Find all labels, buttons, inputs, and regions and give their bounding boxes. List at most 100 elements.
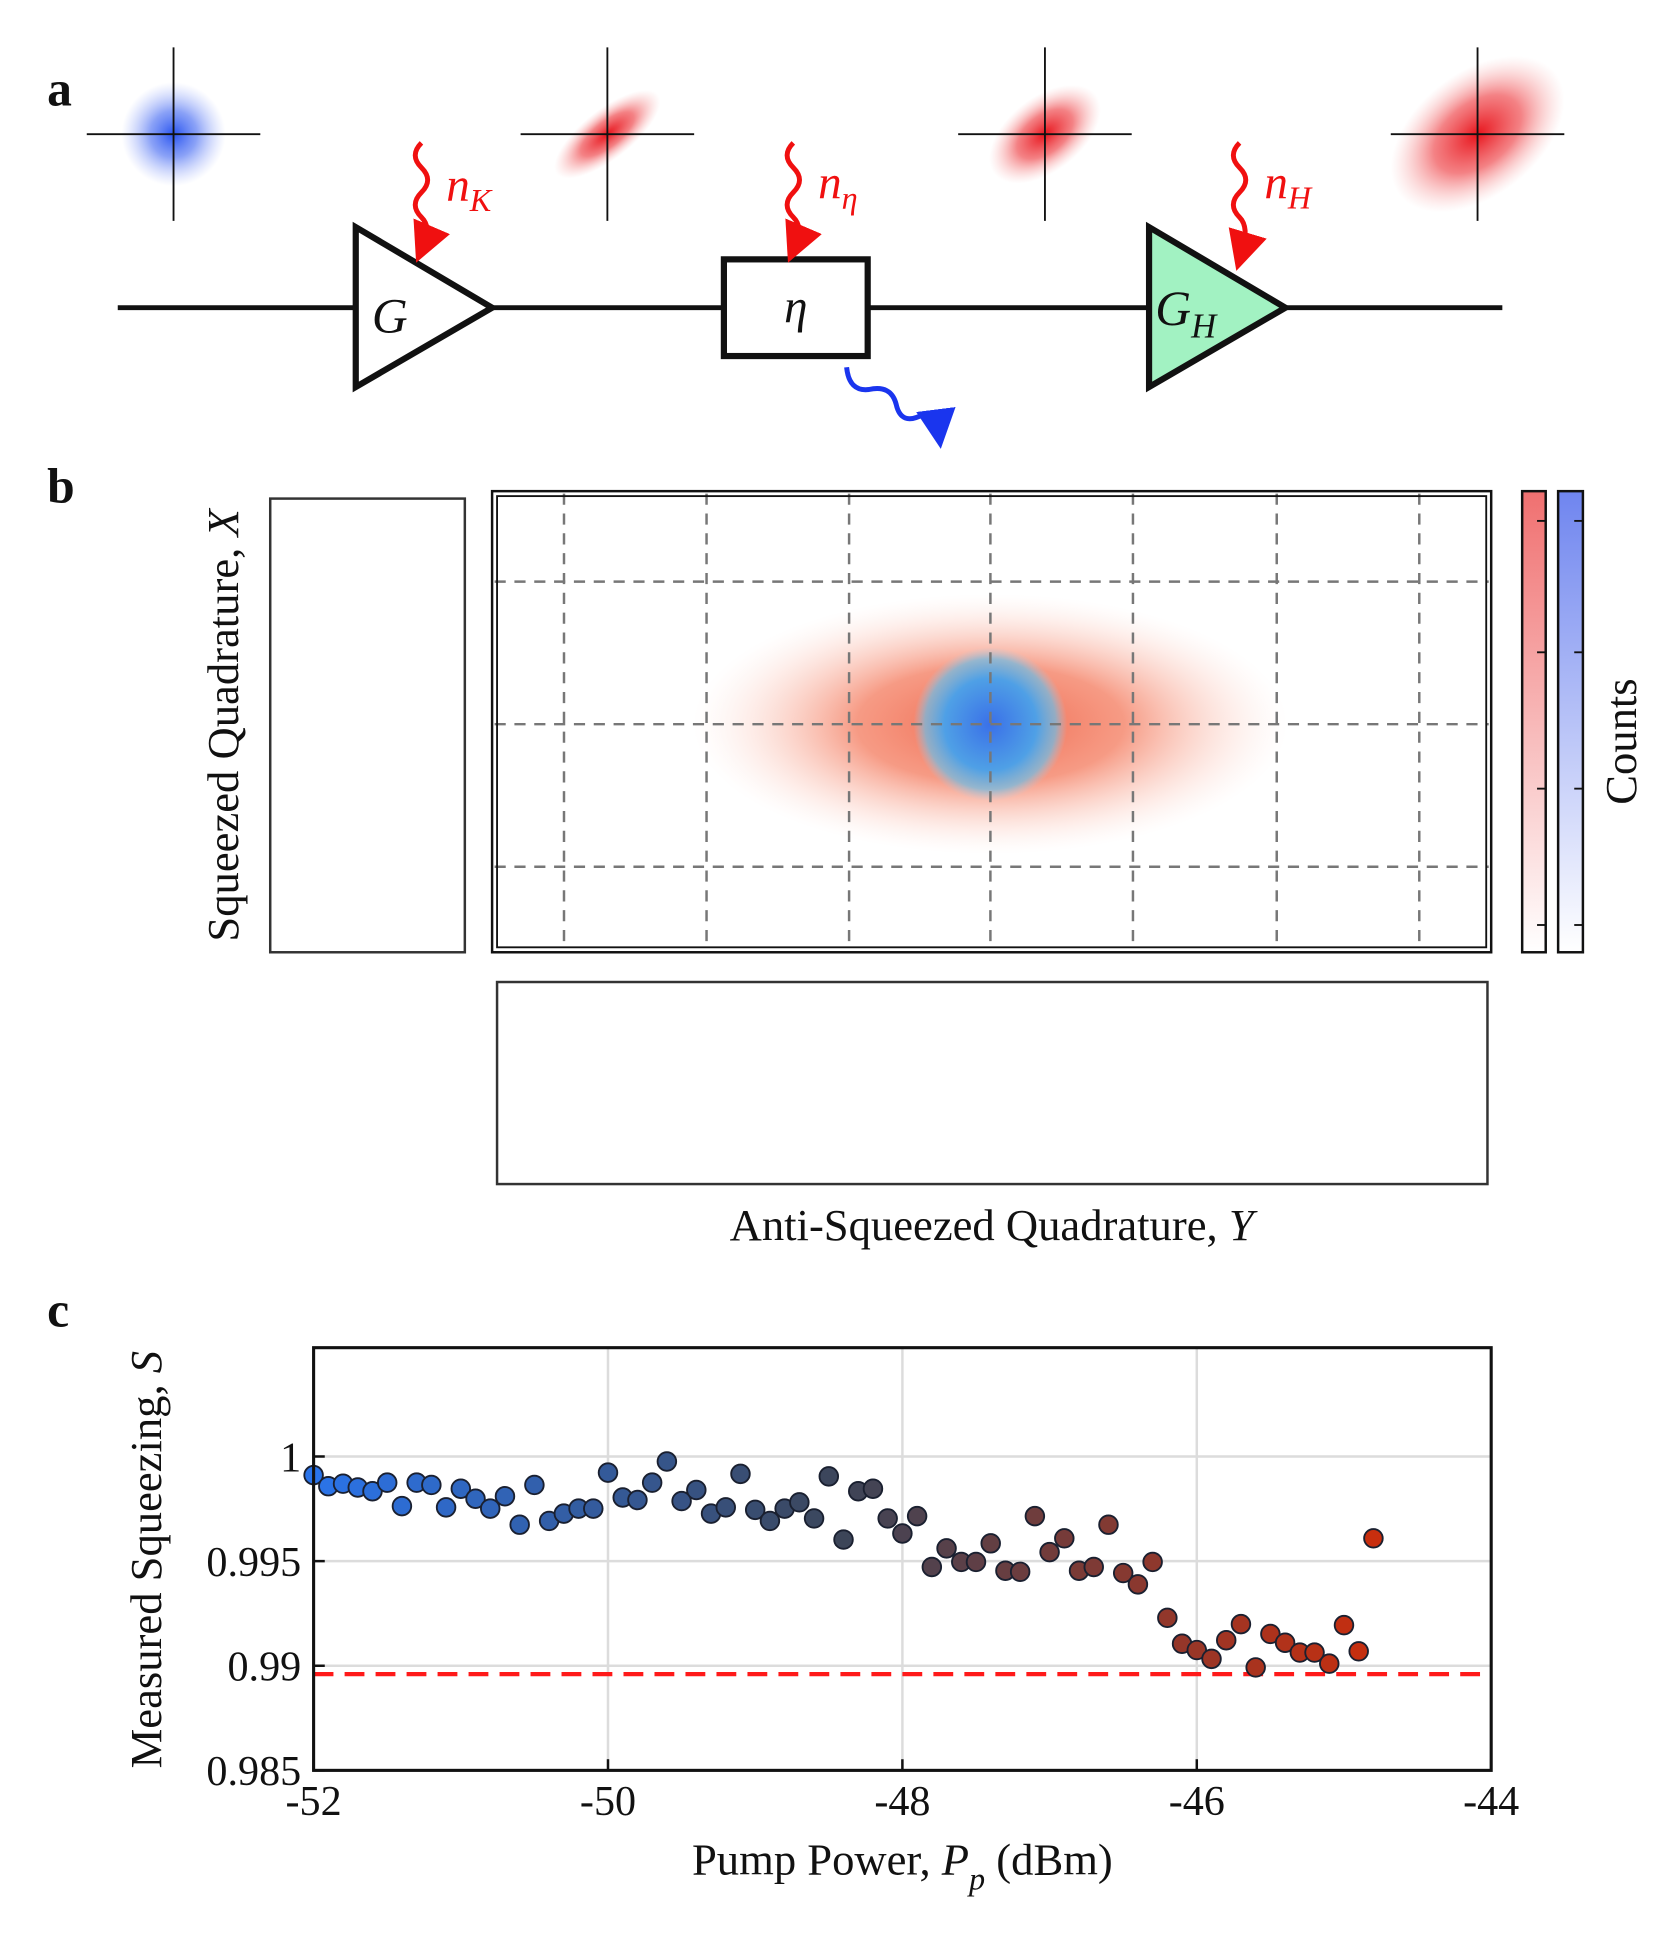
y-tick-label: 0.995 (206, 1539, 301, 1586)
label-sub: p (967, 1860, 985, 1896)
amplifier-label: G (372, 288, 408, 343)
x-axis-label: Pump Power, Pp (dBm) (692, 1834, 1113, 1896)
label-sub: K (469, 182, 493, 218)
y-tick-label: 0.985 (206, 1748, 301, 1795)
crosshairs (86, 47, 1565, 221)
label-text: Anti-Squeezed Quadrature, (730, 1200, 1229, 1250)
label-symbol: Y (1229, 1200, 1258, 1250)
panel-label: b (47, 458, 75, 513)
amplifier-label: GH (1155, 281, 1218, 345)
data-point (936, 1538, 957, 1559)
data-point (465, 1488, 486, 1509)
data-point (1157, 1607, 1178, 1629)
x-tick-label: -52 (286, 1778, 342, 1825)
histogram-frame (496, 495, 1488, 949)
label-sub: η (842, 180, 858, 216)
data-point (1260, 1623, 1281, 1645)
label-base: n (818, 158, 842, 210)
data-point (921, 1556, 943, 1578)
data-point (1098, 1514, 1119, 1535)
data-point (509, 1514, 530, 1535)
data-point (1201, 1648, 1222, 1670)
label-sub: H (1287, 180, 1313, 216)
data-point (376, 1472, 398, 1493)
label-base: G (1155, 281, 1191, 336)
y-tick-label: 0.99 (227, 1644, 301, 1691)
data-point (435, 1497, 457, 1518)
data-point (1333, 1614, 1355, 1636)
data-point (1319, 1653, 1340, 1674)
y-axis-label: Measured Squeezing, S (121, 1351, 171, 1768)
data-point (877, 1508, 898, 1529)
phase-space-states (86, 47, 1565, 221)
x-tick-label: -50 (580, 1778, 636, 1825)
label-sub: H (1190, 306, 1218, 345)
noise-label: nη (818, 158, 858, 216)
data-point (1216, 1629, 1237, 1651)
x-axis-label: Anti-Squeezed Quadrature, Y (730, 1200, 1258, 1250)
data-point (686, 1479, 707, 1501)
label-text: Squeezed Quadrature, (198, 537, 248, 942)
data-point (1009, 1561, 1031, 1583)
label-symbol: P (941, 1834, 969, 1884)
attenuator (720, 256, 871, 360)
data-point (641, 1472, 663, 1493)
data-point (833, 1529, 854, 1550)
colorbar (1556, 489, 1585, 954)
data-point (980, 1533, 1001, 1554)
data-point (862, 1478, 884, 1499)
noise-label: nH (1264, 158, 1313, 216)
data-point (391, 1495, 413, 1517)
data-point (1245, 1657, 1266, 1678)
label-base: n (446, 160, 470, 212)
noise-arrows (412, 141, 1267, 271)
data-point (906, 1505, 928, 1527)
panel-label: c (47, 1283, 69, 1338)
label-text: Pump Power, (692, 1834, 942, 1884)
data-point (965, 1551, 987, 1573)
histogram-frame (490, 489, 1493, 954)
data-point (671, 1490, 692, 1512)
data-point (818, 1466, 840, 1487)
attenuator-label: η (784, 282, 807, 334)
chart: -52 -50 -48 -46 -44 0.985 0.99 0.995 1 (206, 1347, 1519, 1825)
x-tick-label: -46 (1169, 1778, 1225, 1825)
y-axis-label: Squeezed Quadrature, X (198, 508, 248, 942)
y-tick-label: 1 (280, 1434, 301, 1481)
histogram-grid (494, 493, 1489, 950)
data-point (744, 1499, 766, 1521)
amplifier (1145, 221, 1292, 393)
data-point (480, 1498, 501, 1519)
data-point (627, 1489, 648, 1511)
data-point (1054, 1528, 1075, 1549)
data-point (1363, 1528, 1384, 1549)
data-point (1039, 1541, 1060, 1563)
x-tick-label: -48 (874, 1778, 930, 1825)
colorbar-label: Counts (1596, 678, 1646, 804)
label-symbol: X (198, 508, 248, 539)
marginal-box (268, 497, 467, 954)
colorbar-ticks (1537, 519, 1583, 926)
noise-label: nK (446, 160, 493, 218)
marginal-box (495, 980, 1489, 1186)
data-point (1186, 1639, 1208, 1661)
data-point (1304, 1642, 1325, 1663)
data-point (1230, 1613, 1252, 1635)
label-base: n (1264, 158, 1288, 210)
label-text: (dBm) (985, 1834, 1113, 1884)
data-point (892, 1523, 913, 1544)
label-text: Measured Squeezing, (121, 1373, 171, 1768)
data-point (803, 1508, 825, 1529)
data-point (759, 1510, 781, 1532)
data-point (1274, 1632, 1296, 1653)
data-point (494, 1486, 516, 1507)
colorbar (1520, 489, 1547, 954)
axes-frame (312, 1346, 1493, 1772)
panel-label: a (47, 62, 72, 117)
data-point (1024, 1505, 1046, 1527)
data-point (715, 1497, 736, 1518)
data-point (421, 1474, 442, 1496)
data-point (1127, 1574, 1149, 1595)
data-point (1142, 1551, 1163, 1573)
